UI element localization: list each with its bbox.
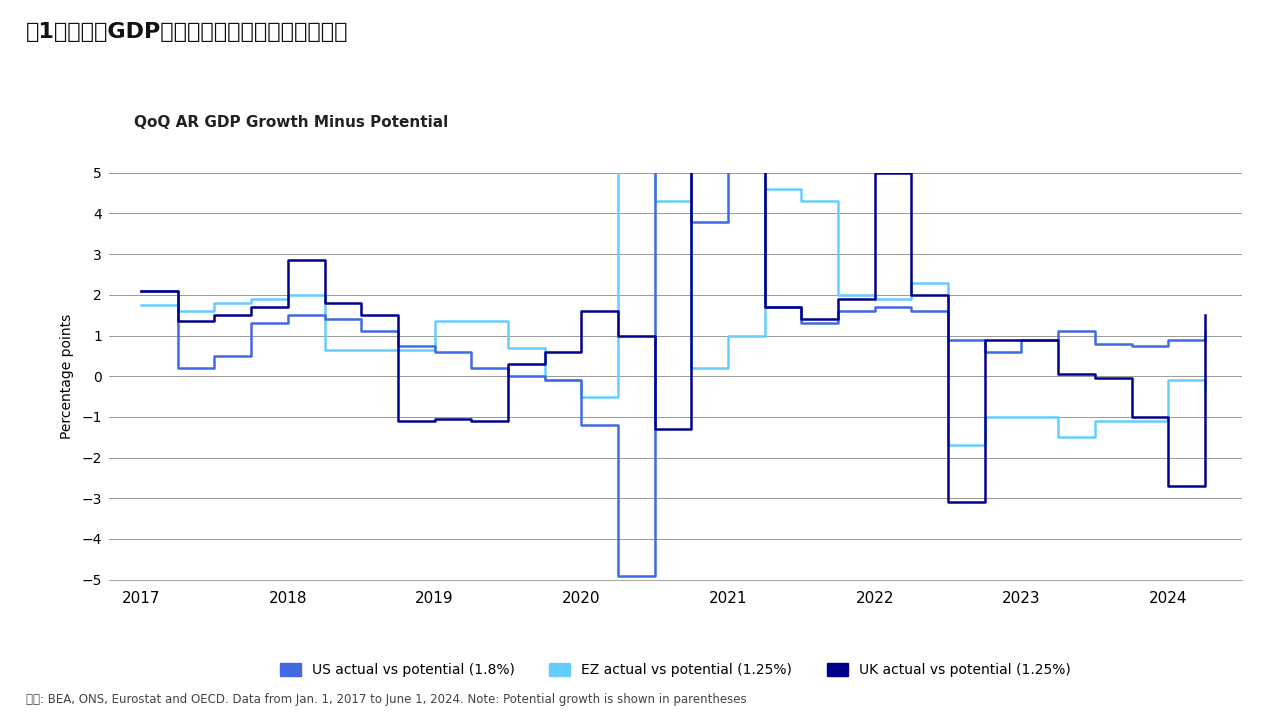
- Y-axis label: Percentage points: Percentage points: [60, 314, 74, 438]
- Text: 図1：実際のGDP成長率と潜在成長率のギャップ: 図1：実際のGDP成長率と潜在成長率のギャップ: [26, 22, 348, 42]
- Text: 出所: BEA, ONS, Eurostat and OECD. Data from Jan. 1, 2017 to June 1, 2024. Note: P: 出所: BEA, ONS, Eurostat and OECD. Data fr…: [26, 693, 746, 706]
- Legend: US actual vs potential (1.8%), EZ actual vs potential (1.25%), UK actual vs pote: US actual vs potential (1.8%), EZ actual…: [274, 658, 1076, 683]
- Text: QoQ AR GDP Growth Minus Potential: QoQ AR GDP Growth Minus Potential: [134, 114, 449, 130]
